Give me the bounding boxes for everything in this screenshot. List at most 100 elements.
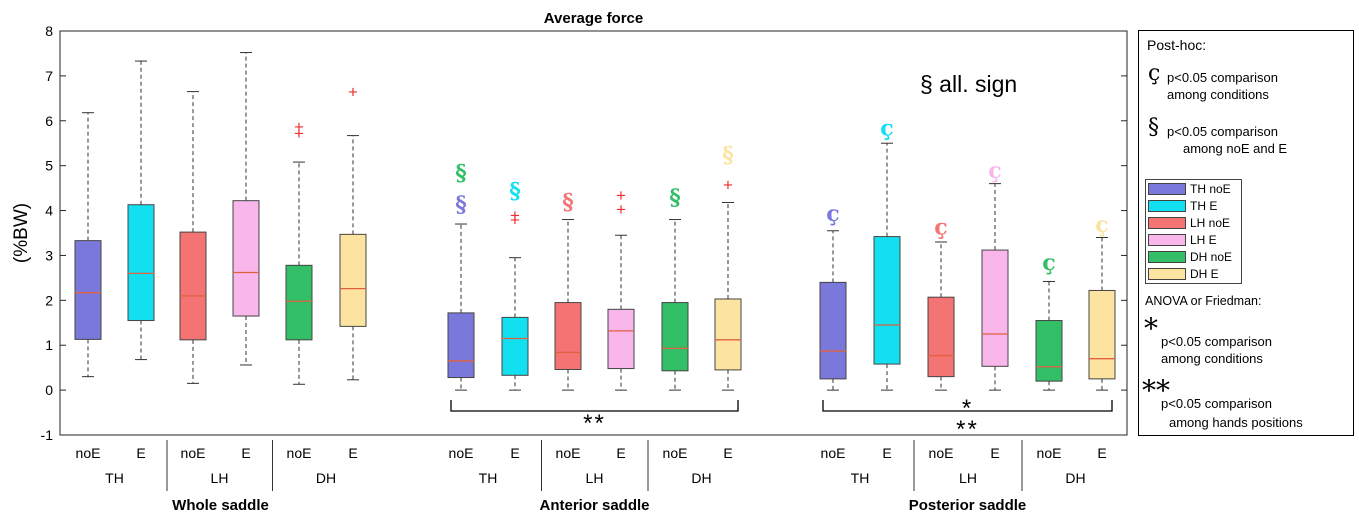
x-tick-label: E xyxy=(616,445,625,461)
outlier-marker: + xyxy=(616,186,626,205)
y-tick-label: 3 xyxy=(45,247,53,263)
s-desc-line1: p<0.05 comparison xyxy=(1167,124,1278,139)
legend-item-dh-noe: DH noE xyxy=(1148,250,1232,264)
significance-mark: ç xyxy=(988,158,1001,184)
group-label: LH xyxy=(211,470,229,486)
bracket-annotation: ** xyxy=(956,416,979,443)
group-label: DH xyxy=(691,470,711,486)
bracket-annotation: * xyxy=(962,395,973,422)
panel-label: Anterior saddle xyxy=(539,497,649,514)
significance-mark: ç xyxy=(1042,250,1055,276)
legend-label: DH noE xyxy=(1190,250,1233,264)
all-sign-annotation: § all. sign xyxy=(920,71,1017,97)
anova-title: ANOVA or Friedman: xyxy=(1145,294,1262,308)
one-star-line2: among conditions xyxy=(1161,351,1263,366)
panel-label: Posterior saddle xyxy=(909,497,1027,514)
two-star-line2: among hands positions xyxy=(1169,415,1303,430)
c-desc-line1: p<0.05 comparison xyxy=(1167,70,1278,85)
s-desc-line2: among noE and E xyxy=(1183,141,1288,156)
one-star-line1: p<0.05 comparison xyxy=(1161,334,1272,349)
cedilla-symbol: ç xyxy=(1148,61,1161,86)
y-tick-label: 6 xyxy=(45,113,53,129)
x-tick-label: E xyxy=(1097,445,1106,461)
legend-item-th-noe: TH noE xyxy=(1148,182,1231,196)
two-star-symbol: ** xyxy=(1142,374,1170,407)
box-lh-e xyxy=(607,308,635,370)
posthoc-title: Post-hoc: xyxy=(1147,37,1207,53)
significance-mark: § xyxy=(669,185,681,211)
significance-bracket xyxy=(450,400,739,412)
box-dh-e xyxy=(714,298,742,371)
y-tick-label: 7 xyxy=(45,68,53,84)
x-tick-label: noE xyxy=(663,445,688,461)
box-dh-noe xyxy=(661,302,689,372)
panel-label: Whole saddle xyxy=(172,497,269,514)
significance-mark: ç xyxy=(880,116,893,142)
significance-mark: ç xyxy=(826,201,839,227)
x-tick-label: noE xyxy=(449,445,474,461)
legend-label: TH noE xyxy=(1190,182,1231,196)
x-tick-label: noE xyxy=(929,445,954,461)
legend-panel: Post-hoc: ç p<0.05 comparison among cond… xyxy=(1138,30,1354,436)
box-lh-noe xyxy=(927,296,955,378)
group-label: LH xyxy=(586,470,604,486)
y-tick-label: -1 xyxy=(41,427,54,443)
outlier-marker: + xyxy=(294,124,304,143)
outlier-marker: + xyxy=(616,200,626,219)
x-tick-label: E xyxy=(348,445,357,461)
one-star-symbol: * xyxy=(1144,312,1158,345)
box-th-e xyxy=(127,204,155,322)
box-th-noe xyxy=(447,312,475,379)
legend-swatch xyxy=(1148,268,1186,280)
x-tick-label: noE xyxy=(556,445,581,461)
significance-mark: ç xyxy=(1095,212,1108,238)
group-label: LH xyxy=(959,470,977,486)
x-tick-label: noE xyxy=(181,445,206,461)
significance-mark: § xyxy=(455,160,467,186)
y-tick-label: 4 xyxy=(45,203,53,219)
box-th-e xyxy=(501,316,529,376)
c-desc-line2: among conditions xyxy=(1167,87,1269,102)
significance-mark: ç xyxy=(934,214,947,240)
y-tick-label: 2 xyxy=(45,292,53,308)
group-label: TH xyxy=(851,470,870,486)
chart-title: Average force xyxy=(544,10,644,27)
significance-mark: § xyxy=(509,178,521,204)
x-tick-label: noE xyxy=(821,445,846,461)
y-tick-label: 1 xyxy=(45,337,53,353)
legend-item-dh-e: DH E xyxy=(1148,267,1219,281)
legend-item-lh-noe: LH noE xyxy=(1148,216,1230,230)
box-dh-noe xyxy=(285,264,313,341)
significance-mark: § xyxy=(455,192,467,218)
legend-swatch xyxy=(1148,251,1186,263)
legend-swatch xyxy=(1148,200,1186,212)
legend-label: LH E xyxy=(1190,233,1217,247)
outlier-marker: + xyxy=(294,118,304,137)
bracket-annotation: ** xyxy=(583,410,606,437)
legend-swatch xyxy=(1148,234,1186,246)
group-label: TH xyxy=(479,470,498,486)
group-label: DH xyxy=(1065,470,1085,486)
legend-label: DH E xyxy=(1190,267,1219,281)
plot-frame xyxy=(59,30,1128,436)
box-th-noe xyxy=(74,240,102,340)
x-tick-label: E xyxy=(990,445,999,461)
legend-item-lh-e: LH E xyxy=(1148,233,1217,247)
x-tick-label: E xyxy=(241,445,250,461)
y-tick-label: 8 xyxy=(45,23,53,39)
group-label: DH xyxy=(316,470,336,486)
legend-swatch xyxy=(1148,183,1186,195)
x-tick-label: E xyxy=(510,445,519,461)
y-tick-label: 5 xyxy=(45,158,53,174)
legend-label: TH E xyxy=(1190,199,1218,213)
legend-label: LH noE xyxy=(1190,216,1231,230)
box-dh-noe xyxy=(1035,320,1063,382)
x-tick-label: E xyxy=(723,445,732,461)
legend: TH noE TH E LH noE LH E DH noE DH E xyxy=(1145,179,1242,284)
group-label: TH xyxy=(105,470,124,486)
two-star-line1: p<0.05 comparison xyxy=(1161,396,1272,411)
section-symbol: § xyxy=(1148,115,1159,140)
x-tick-label: noE xyxy=(76,445,101,461)
x-tick-label: noE xyxy=(287,445,312,461)
box-lh-noe xyxy=(554,302,582,370)
